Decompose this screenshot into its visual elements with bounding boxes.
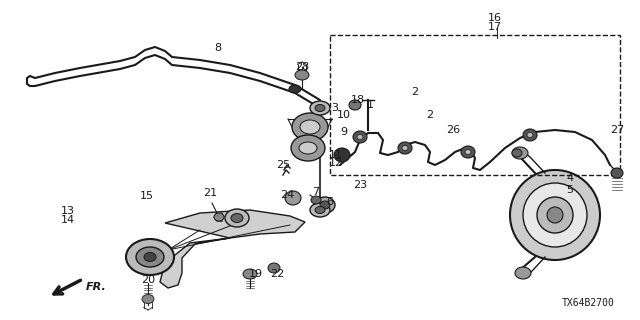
Text: 9: 9 [340, 127, 348, 137]
Ellipse shape [243, 269, 257, 279]
Ellipse shape [357, 134, 363, 140]
Ellipse shape [465, 149, 471, 155]
Ellipse shape [512, 149, 522, 157]
Text: 19: 19 [249, 269, 263, 279]
Text: 13: 13 [61, 206, 75, 216]
Text: 11: 11 [329, 150, 343, 160]
Text: 3: 3 [332, 103, 339, 113]
Text: 2: 2 [412, 87, 419, 97]
Text: FR.: FR. [86, 282, 107, 292]
Text: 6: 6 [326, 197, 333, 207]
Ellipse shape [285, 191, 301, 205]
Ellipse shape [311, 196, 321, 204]
Ellipse shape [320, 201, 330, 209]
Text: 8: 8 [214, 43, 221, 53]
Text: 26: 26 [446, 125, 460, 135]
Polygon shape [160, 210, 305, 288]
Text: 27: 27 [610, 125, 624, 135]
Text: 20: 20 [141, 275, 155, 285]
Ellipse shape [537, 197, 573, 233]
Text: 18: 18 [351, 95, 365, 105]
Text: 25: 25 [276, 160, 290, 170]
Ellipse shape [353, 131, 367, 143]
Text: 22: 22 [270, 269, 284, 279]
Ellipse shape [142, 294, 154, 303]
Text: 15: 15 [140, 191, 154, 201]
Text: 10: 10 [337, 110, 351, 120]
Ellipse shape [310, 203, 330, 217]
Text: 21: 21 [203, 188, 217, 198]
Ellipse shape [402, 146, 408, 150]
Text: 1: 1 [367, 100, 374, 110]
Ellipse shape [291, 135, 325, 161]
Ellipse shape [349, 100, 361, 110]
Ellipse shape [300, 120, 320, 134]
Ellipse shape [295, 70, 309, 80]
Ellipse shape [611, 168, 623, 178]
Text: 2: 2 [426, 110, 433, 120]
Ellipse shape [461, 146, 475, 158]
Ellipse shape [510, 170, 600, 260]
Ellipse shape [231, 213, 243, 222]
Text: 24: 24 [280, 190, 294, 200]
Ellipse shape [315, 105, 325, 111]
Ellipse shape [126, 239, 174, 275]
Ellipse shape [292, 113, 328, 141]
Ellipse shape [315, 197, 335, 213]
Text: 17: 17 [488, 22, 502, 32]
Ellipse shape [512, 147, 528, 159]
Ellipse shape [310, 101, 330, 115]
Ellipse shape [334, 148, 350, 162]
Ellipse shape [214, 213, 224, 221]
Ellipse shape [268, 263, 280, 273]
Ellipse shape [299, 142, 317, 154]
Text: 4: 4 [566, 173, 573, 183]
Text: TX64B2700: TX64B2700 [562, 298, 615, 308]
Text: 14: 14 [61, 215, 75, 225]
Ellipse shape [136, 247, 164, 267]
Text: 16: 16 [488, 13, 502, 23]
Text: 7: 7 [312, 187, 319, 197]
Text: 12: 12 [329, 158, 343, 168]
Bar [330, 35, 620, 175]
Ellipse shape [523, 183, 587, 247]
Ellipse shape [547, 207, 563, 223]
Ellipse shape [527, 132, 533, 138]
Text: 5: 5 [566, 185, 573, 195]
Ellipse shape [144, 252, 156, 261]
Ellipse shape [225, 209, 249, 227]
Text: 28: 28 [295, 62, 309, 72]
Ellipse shape [315, 206, 325, 213]
Ellipse shape [289, 85, 301, 93]
Text: 23: 23 [353, 180, 367, 190]
Ellipse shape [398, 142, 412, 154]
Ellipse shape [515, 267, 531, 279]
Ellipse shape [523, 129, 537, 141]
